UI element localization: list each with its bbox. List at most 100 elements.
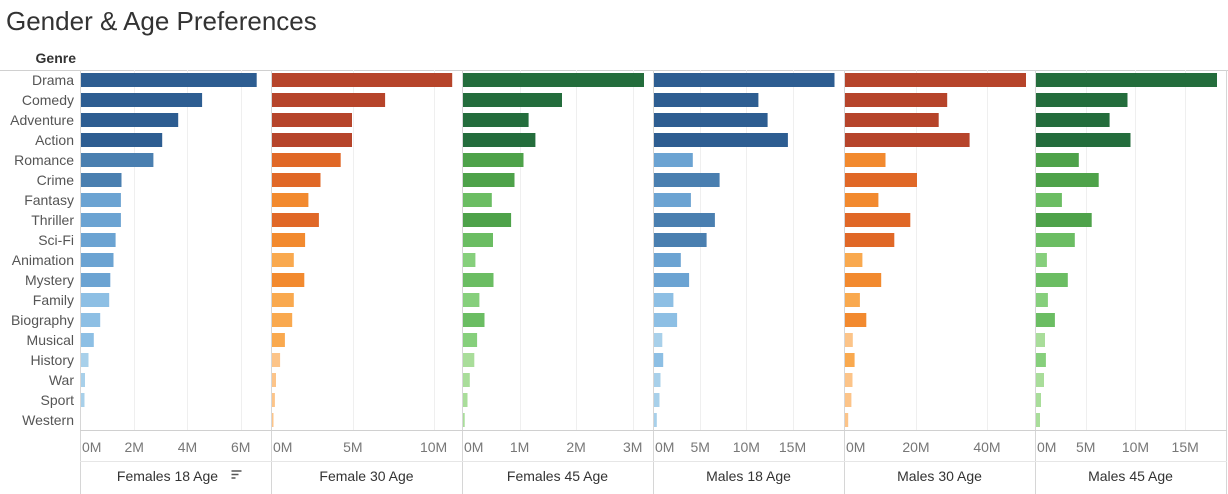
genre-label-musical[interactable]: Musical xyxy=(27,332,74,348)
genre-label-history[interactable]: History xyxy=(30,352,74,368)
males-30-age-bar-mystery[interactable] xyxy=(845,273,882,287)
females-45-age-bar-mystery[interactable] xyxy=(463,273,494,287)
females-18-age-bar-comedy[interactable] xyxy=(81,93,203,107)
males-30-age-bar-action[interactable] xyxy=(845,133,970,147)
males-45-age-bar-drama[interactable] xyxy=(1036,73,1217,87)
genre-label-romance[interactable]: Romance xyxy=(14,152,74,168)
males-30-age-bar-history[interactable] xyxy=(845,353,855,367)
males-45-age-bar-family[interactable] xyxy=(1036,293,1048,307)
female-30-age-column-header[interactable]: Female 30 Age xyxy=(319,468,413,484)
males-45-age-bar-mystery[interactable] xyxy=(1036,273,1068,287)
genre-label-fantasy[interactable]: Fantasy xyxy=(24,192,74,208)
males-18-age-bar-romance[interactable] xyxy=(654,153,693,167)
males-18-age-bar-adventure[interactable] xyxy=(654,113,768,127)
males-18-age-column-header[interactable]: Males 18 Age xyxy=(706,468,791,484)
females-18-age-bar-musical[interactable] xyxy=(81,333,94,347)
females-45-age-bar-western[interactable] xyxy=(463,413,465,427)
males-18-age-bar-fantasy[interactable] xyxy=(654,193,691,207)
genre-label-mystery[interactable]: Mystery xyxy=(25,272,74,288)
males-18-age-bar-western[interactable] xyxy=(654,413,657,427)
genre-label-western[interactable]: Western xyxy=(22,412,74,428)
males-30-age-bar-biography[interactable] xyxy=(845,313,867,327)
males-45-age-bar-comedy[interactable] xyxy=(1036,93,1128,107)
female-30-age-bar-action[interactable] xyxy=(272,133,352,147)
females-18-age-bar-history[interactable] xyxy=(81,353,89,367)
female-30-age-bar-history[interactable] xyxy=(272,353,281,367)
females-45-age-bar-sci-fi[interactable] xyxy=(463,233,493,247)
females-45-age-bar-musical[interactable] xyxy=(463,333,478,347)
males-30-age-bar-family[interactable] xyxy=(845,293,860,307)
females-45-age-bar-crime[interactable] xyxy=(463,173,515,187)
genre-label-drama[interactable]: Drama xyxy=(32,72,74,88)
males-45-age-bar-animation[interactable] xyxy=(1036,253,1047,267)
males-18-age-bar-history[interactable] xyxy=(654,353,664,367)
females-18-age-bar-sport[interactable] xyxy=(81,393,85,407)
males-45-age-column-header[interactable]: Males 45 Age xyxy=(1088,468,1173,484)
males-18-age-bar-musical[interactable] xyxy=(654,333,663,347)
males-18-age-bar-family[interactable] xyxy=(654,293,674,307)
female-30-age-bar-biography[interactable] xyxy=(272,313,293,327)
genre-label-family[interactable]: Family xyxy=(33,292,74,308)
genre-label-biography[interactable]: Biography xyxy=(11,312,74,328)
males-45-age-bar-sci-fi[interactable] xyxy=(1036,233,1075,247)
females-45-age-bar-drama[interactable] xyxy=(463,73,644,87)
females-18-age-bar-war[interactable] xyxy=(81,373,85,387)
males-45-age-bar-war[interactable] xyxy=(1036,373,1044,387)
males-45-age-bar-biography[interactable] xyxy=(1036,313,1055,327)
females-18-age-bar-romance[interactable] xyxy=(81,153,154,167)
males-45-age-bar-history[interactable] xyxy=(1036,353,1046,367)
males-18-age-bar-thriller[interactable] xyxy=(654,213,715,227)
row-header-genre[interactable]: Genre xyxy=(35,50,76,66)
female-30-age-bar-sci-fi[interactable] xyxy=(272,233,306,247)
males-30-age-column-header[interactable]: Males 30 Age xyxy=(897,468,982,484)
males-18-age-bar-mystery[interactable] xyxy=(654,273,690,287)
males-30-age-bar-crime[interactable] xyxy=(845,173,917,187)
females-18-age-bar-family[interactable] xyxy=(81,293,110,307)
female-30-age-bar-thriller[interactable] xyxy=(272,213,319,227)
males-45-age-bar-thriller[interactable] xyxy=(1036,213,1092,227)
males-18-age-bar-animation[interactable] xyxy=(654,253,681,267)
females-18-age-bar-mystery[interactable] xyxy=(81,273,111,287)
females-45-age-bar-biography[interactable] xyxy=(463,313,485,327)
genre-label-comedy[interactable]: Comedy xyxy=(22,92,74,108)
males-18-age-bar-sport[interactable] xyxy=(654,393,660,407)
females-18-age-bar-drama[interactable] xyxy=(81,73,257,87)
females-45-age-bar-romance[interactable] xyxy=(463,153,524,167)
males-30-age-bar-fantasy[interactable] xyxy=(845,193,879,207)
females-18-age-bar-crime[interactable] xyxy=(81,173,122,187)
female-30-age-bar-mystery[interactable] xyxy=(272,273,305,287)
females-18-age-bar-animation[interactable] xyxy=(81,253,114,267)
genre-label-adventure[interactable]: Adventure xyxy=(10,112,74,128)
females-45-age-bar-war[interactable] xyxy=(463,373,470,387)
males-45-age-bar-adventure[interactable] xyxy=(1036,113,1110,127)
female-30-age-bar-war[interactable] xyxy=(272,373,276,387)
females-18-age-bar-adventure[interactable] xyxy=(81,113,179,127)
males-45-age-bar-fantasy[interactable] xyxy=(1036,193,1062,207)
males-45-age-bar-musical[interactable] xyxy=(1036,333,1045,347)
females-45-age-bar-thriller[interactable] xyxy=(463,213,512,227)
males-30-age-bar-comedy[interactable] xyxy=(845,93,948,107)
males-45-age-bar-crime[interactable] xyxy=(1036,173,1099,187)
males-18-age-bar-action[interactable] xyxy=(654,133,788,147)
female-30-age-bar-sport[interactable] xyxy=(272,393,275,407)
female-30-age-bar-family[interactable] xyxy=(272,293,294,307)
males-18-age-bar-biography[interactable] xyxy=(654,313,678,327)
males-30-age-bar-drama[interactable] xyxy=(845,73,1026,87)
males-30-age-bar-sport[interactable] xyxy=(845,393,852,407)
males-45-age-bar-romance[interactable] xyxy=(1036,153,1079,167)
genre-label-war[interactable]: War xyxy=(49,372,74,388)
genre-label-action[interactable]: Action xyxy=(35,132,74,148)
genre-label-crime[interactable]: Crime xyxy=(37,172,75,188)
females-18-age-bar-sci-fi[interactable] xyxy=(81,233,116,247)
females-45-age-bar-family[interactable] xyxy=(463,293,480,307)
males-45-age-bar-western[interactable] xyxy=(1036,413,1040,427)
genre-label-sport[interactable]: Sport xyxy=(41,392,75,408)
female-30-age-bar-animation[interactable] xyxy=(272,253,294,267)
males-45-age-bar-action[interactable] xyxy=(1036,133,1131,147)
males-30-age-bar-romance[interactable] xyxy=(845,153,886,167)
female-30-age-bar-musical[interactable] xyxy=(272,333,285,347)
genre-label-thriller[interactable]: Thriller xyxy=(31,212,74,228)
genre-label-sci-fi[interactable]: Sci-Fi xyxy=(38,232,74,248)
females-45-age-bar-fantasy[interactable] xyxy=(463,193,492,207)
females-18-age-bar-fantasy[interactable] xyxy=(81,193,121,207)
